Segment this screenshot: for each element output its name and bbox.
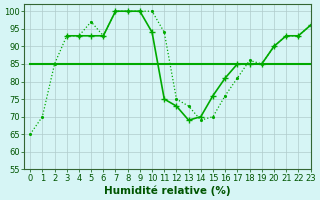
X-axis label: Humidité relative (%): Humidité relative (%) xyxy=(104,185,231,196)
